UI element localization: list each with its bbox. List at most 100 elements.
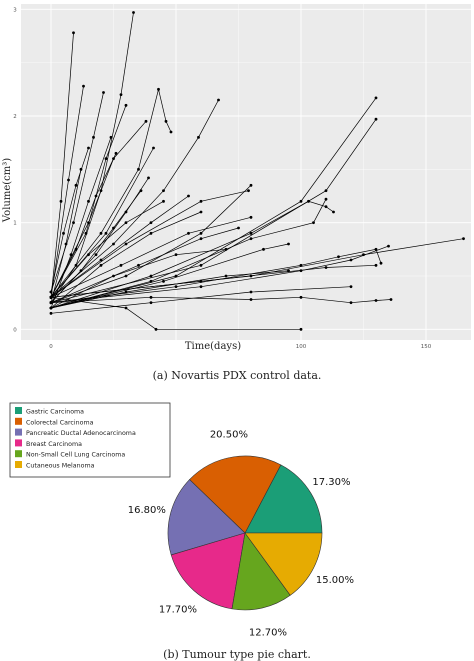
series-point [67, 178, 70, 182]
series-point [62, 231, 65, 235]
series-point [262, 247, 265, 251]
pie-slice [167, 479, 246, 556]
series-point [109, 135, 113, 139]
pie-slice [170, 532, 246, 610]
series-point [374, 117, 378, 121]
pie-slice-label: 17.70% [159, 605, 197, 616]
series-point [112, 274, 115, 278]
legend-label: Cutaneous Melanoma [26, 463, 95, 470]
series-point [49, 290, 53, 294]
series-line [50, 190, 142, 303]
series-point [389, 298, 393, 301]
series-point [74, 183, 78, 187]
legend-swatch [15, 439, 22, 447]
series-line [50, 211, 202, 309]
y-tick-label: 2 [13, 114, 17, 120]
series-point [169, 130, 173, 134]
series-point [174, 285, 178, 289]
series-point [64, 242, 68, 246]
series-point [249, 298, 253, 301]
legend-swatch [15, 428, 22, 436]
series-line [50, 137, 112, 309]
series-point [307, 199, 310, 203]
series-point [199, 237, 203, 241]
series-line [50, 195, 189, 298]
series-group [49, 11, 465, 331]
y-axis-label: Volume(cm³) [2, 158, 13, 223]
series-point [249, 215, 253, 219]
series-line [50, 200, 164, 298]
series-point [94, 253, 98, 257]
series-point [164, 119, 168, 123]
series-point [187, 194, 190, 198]
series-point [287, 242, 290, 246]
series-point [72, 31, 75, 35]
legend-label: Non-Small Cell Lung Carcinoma [26, 452, 125, 459]
legend-swatch [15, 461, 22, 468]
series-point [249, 290, 253, 294]
legend: Gastric Carcinoma Colorectal Carcinoma Pan… [15, 407, 136, 470]
series-point [82, 84, 85, 88]
series-point [324, 197, 328, 201]
series-point [124, 290, 128, 294]
series-point [237, 226, 240, 230]
series-point [119, 263, 123, 267]
series-point [112, 157, 115, 161]
series-line [50, 227, 239, 304]
series-point [149, 279, 153, 283]
pie-slice [244, 464, 323, 534]
series-point [162, 279, 165, 283]
series-point [119, 93, 123, 97]
series-point [49, 301, 53, 305]
axis-ticks: 0 100 150 0 1 2 3 [13, 7, 431, 350]
series-point [247, 189, 250, 193]
legend-label: Breast Carcinoma [26, 441, 82, 448]
caption-b: (b) Tumour type pie chart. [163, 648, 311, 661]
plot-panel [21, 4, 471, 340]
series-point [287, 269, 290, 273]
series-point [162, 189, 165, 193]
series-line [50, 248, 382, 304]
series-line [50, 296, 301, 330]
series-line [50, 147, 89, 293]
series-point [349, 301, 353, 305]
series-point [59, 199, 63, 203]
series-point [374, 247, 378, 251]
series-point [197, 135, 200, 139]
series-line [50, 153, 117, 298]
series-point [87, 199, 90, 203]
series-point [147, 176, 150, 180]
series-point [387, 244, 390, 248]
y-tick-label: 3 [13, 7, 17, 13]
legend-box [9, 402, 171, 478]
pie-slice-label: 15.00% [316, 575, 354, 586]
series-point [124, 306, 128, 310]
pie-labels: 17.30% 20.50% 16.80% 17.70% 12.70% 15.00% [128, 429, 354, 638]
series-point [299, 295, 303, 299]
pie-slice-label: 16.80% [128, 505, 166, 516]
pie-slices [167, 455, 323, 611]
series-point [337, 255, 340, 259]
series-point [224, 274, 228, 278]
series-point [112, 242, 115, 246]
series-point [79, 269, 83, 273]
series-point [324, 189, 328, 193]
series-point [149, 221, 153, 225]
series-line [50, 270, 289, 309]
series-point [174, 253, 178, 257]
series-point [199, 263, 203, 267]
series-point [114, 151, 118, 155]
series-point [462, 237, 465, 241]
series-point [99, 263, 103, 267]
series-point [124, 103, 128, 107]
series-point [174, 274, 178, 278]
series-point [149, 231, 153, 235]
pie-slice-label: 20.50% [210, 429, 248, 440]
series-point [124, 210, 128, 214]
series-point [49, 295, 53, 299]
series-point [132, 11, 135, 14]
series-point [199, 210, 203, 214]
series-point [104, 157, 108, 161]
pie-slice [231, 532, 291, 611]
